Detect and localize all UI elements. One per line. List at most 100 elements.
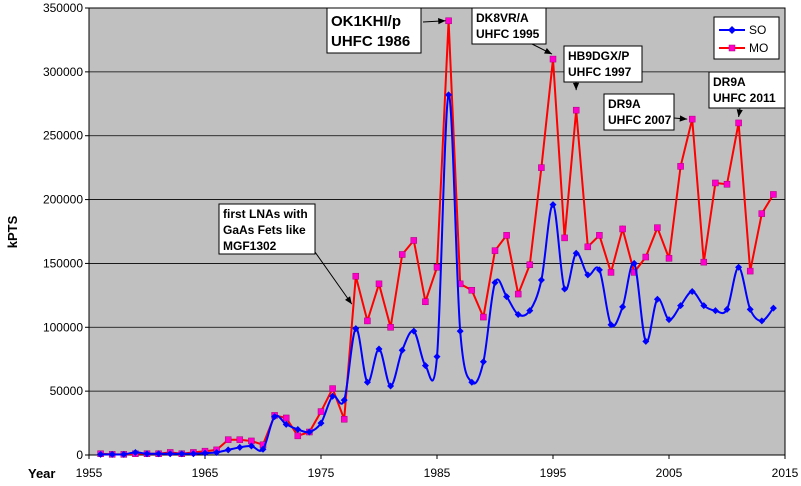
series-mo-point [503,232,510,239]
series-mo-point [422,298,429,305]
annotations-layer: OK1KHI/p UHFC 1986 DK8VR/A UHFC 1995 HB9DGX/… [218,7,786,305]
series-mo-point [746,267,754,275]
series-so-point [758,317,766,325]
series-mo-point [398,251,406,258]
y-tick-label: 300000 [43,65,83,79]
series-mo-point [619,225,626,233]
legend-box [713,16,780,60]
series-so-point [642,337,650,345]
series-so-point [120,450,128,458]
annotation-arrowhead [345,296,352,305]
series-mo-point [677,163,684,170]
y-tick-label: 100000 [43,320,83,334]
y-tick-label: 250000 [43,129,83,143]
series-so-point [584,271,592,279]
series-so [97,91,777,458]
series-mo-point [480,313,487,321]
series-so-point [340,396,348,404]
legend-so-label: SO [749,23,766,37]
plot-area [88,7,786,456]
series-so-point [224,446,232,454]
series-mo-point [770,191,777,198]
annotation-callout: DR9A UHFC 2011 [708,71,786,118]
series-mo-point [665,255,673,262]
series-so-point [166,450,174,458]
annotation-box [603,93,675,131]
series-so-point [387,382,395,390]
series-so-point [595,266,603,274]
series-mo-point [688,115,696,123]
annotation-callout: DR9A UHFC 2007 [603,93,688,131]
series-mo-point [468,286,476,294]
series-so-point [97,450,105,458]
annotation-text: DK8VR/A [476,11,529,25]
annotation-arrowhead [572,82,580,91]
series-so-point [456,327,464,335]
series-mo-point [735,119,742,127]
annotation-box [563,45,643,83]
series-mo-point [607,269,615,276]
x-tick-label: 2005 [656,466,683,480]
x-tick-label: 1995 [540,466,567,480]
series-mo-point [549,55,557,63]
series-mo-point [654,224,661,231]
annotation-text: MGF1302 [223,239,277,253]
series-so-point [665,316,673,324]
annotation-text: GaAs Fets like [223,223,306,237]
series-mo-point [410,237,418,244]
x-axis-label: Year [28,466,55,481]
y-tick-label: 150000 [43,256,83,270]
series-so-point [143,450,151,458]
series-mo-point [317,408,325,415]
series-mo-point [723,180,731,188]
series-mo-point [445,17,452,25]
annotation-arrowhead [438,18,446,25]
y-tick-label: 350000 [43,1,83,15]
series-so-point [491,279,499,287]
annotation-text: OK1KHI/p [331,13,401,30]
series-so-point [700,302,708,310]
y-tick-label: 0 [76,448,83,462]
series-mo-point [758,210,766,217]
legend: SO MO [713,16,780,60]
x-tick-label: 1965 [192,466,219,480]
annotation-arrowhead [736,109,743,117]
series-mo-point [561,234,568,242]
series-so-point [561,285,569,293]
annotation-arrow [314,251,353,305]
series-so-point [317,419,325,427]
series-so-point [526,307,534,315]
series-mo-point [236,436,244,443]
series-so-point [294,425,302,433]
x-tick-label: 1985 [424,466,451,480]
annotation-text: UHFC 2011 [713,91,776,105]
series-mo-point [514,290,522,298]
series-mo-point [584,243,592,251]
series-mo-point [526,261,534,268]
annotation-text: UHFC 1986 [331,33,410,50]
series-so-point [259,445,267,453]
annotation-callout: OK1KHI/p UHFC 1986 [326,7,446,54]
series-so-point [537,276,545,284]
legend-mo-marker [728,44,736,52]
series-so-point [236,443,244,451]
y-tick-label: 50000 [50,384,84,398]
annotation-text: HB9DGX/P [568,49,629,63]
series-so-point [735,263,743,271]
series-so-point [108,450,116,458]
annotation-arrowhead [544,47,552,55]
series-so-point [189,450,197,458]
series-so-point [433,353,441,361]
series-so-point [178,450,186,458]
annotation-text: DR9A [608,97,641,111]
series-so-point [131,448,139,456]
series-so-point [398,346,406,354]
legend-so-marker [728,26,736,34]
series-so-point [201,449,209,457]
series-so-point [352,325,360,333]
series-so-point [549,201,557,209]
series-so-point [421,362,429,370]
series-so-point [213,448,221,456]
series-so-point [572,249,580,257]
series-mo-point [700,258,708,266]
